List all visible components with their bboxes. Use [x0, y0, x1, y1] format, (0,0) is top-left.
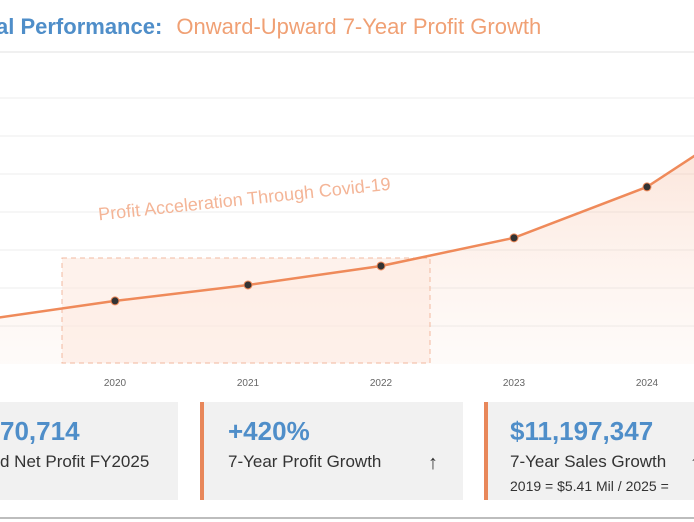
kpi-value: 70,714: [0, 416, 80, 446]
up-arrow-icon: ↑: [428, 452, 438, 474]
x-tick-label: 2021: [237, 378, 260, 389]
kpi-card: 70,714 d Net Profit FY2025: [0, 402, 178, 500]
kpi-label: 7-Year Sales Growth: [510, 452, 667, 471]
point: [110, 296, 120, 306]
point: [642, 182, 652, 192]
bottom-border: [0, 517, 694, 519]
kpi-value: +420%: [228, 416, 310, 446]
title-main: Onward-Upward 7-Year Profit Growth: [176, 14, 541, 39]
x-tick-label: 2020: [104, 378, 127, 389]
point: [243, 280, 253, 290]
kpi-label: d Net Profit FY2025: [0, 452, 150, 471]
chart: al Performance: Onward-Upward 7-Year Pro…: [0, 14, 694, 389]
x-tick-label: 2022: [370, 378, 393, 389]
kpi-card: +420% 7-Year Profit Growth ↑: [200, 402, 463, 500]
up-arrow-icon: ↑: [690, 452, 694, 475]
point: [509, 233, 519, 243]
chart-title: al Performance: Onward-Upward 7-Year Pro…: [0, 14, 541, 39]
x-tick-label: 2023: [503, 378, 526, 389]
covid-highlight: [61, 257, 431, 364]
title-lead: al Performance:: [0, 14, 162, 39]
kpi-card: $11,197,347 7-Year Sales Growth 2019 = $…: [484, 402, 694, 500]
x-tick-label: 2024: [636, 378, 659, 389]
kpi-value: $11,197,347: [510, 416, 654, 446]
kpi-subtext: 2019 = $5.41 Mil / 2025 =: [510, 478, 669, 494]
point: [376, 261, 386, 271]
kpi-label: 7-Year Profit Growth: [228, 452, 382, 471]
annotation: Profit Acceleration Through Covid-19: [97, 174, 391, 225]
